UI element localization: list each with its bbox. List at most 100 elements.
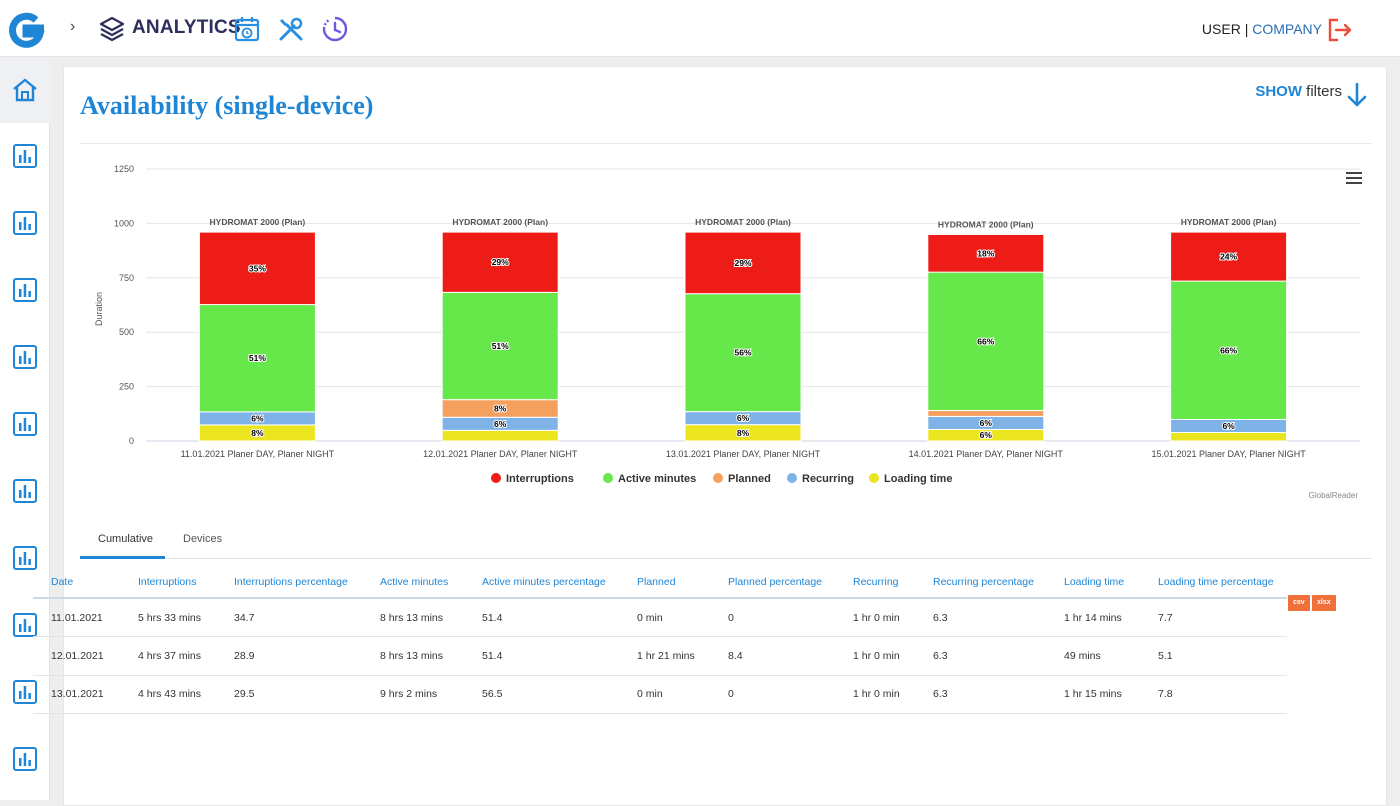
- layers-icon: [99, 16, 125, 42]
- chart-legend[interactable]: Interruptions Active minutes Planned Recurr…: [491, 473, 952, 485]
- bar-segment[interactable]: [441, 231, 559, 293]
- legend-item[interactable]: Loading time: [884, 473, 952, 485]
- bar-segment[interactable]: [684, 293, 802, 413]
- legend-marker[interactable]: [713, 473, 723, 483]
- export-csv-button[interactable]: csv: [1288, 595, 1310, 611]
- logout-icon[interactable]: [1326, 16, 1354, 44]
- history-clock-icon[interactable]: [320, 14, 350, 44]
- sidebar-item-report-7[interactable]: [0, 525, 50, 591]
- sidebar-item-home[interactable]: [0, 57, 50, 123]
- bar-segment[interactable]: [441, 429, 559, 442]
- data-label: 6%: [980, 418, 993, 428]
- legend-item[interactable]: Interruptions: [506, 473, 574, 485]
- chart-menu-icon[interactable]: [1346, 171, 1364, 185]
- data-label: 6%: [494, 419, 507, 429]
- user-name[interactable]: USER: [1201, 21, 1241, 37]
- table-cell: 4 hrs 43 mins: [120, 675, 216, 714]
- legend-item[interactable]: Recurring: [802, 473, 854, 485]
- company-logo-icon[interactable]: [4, 10, 46, 50]
- y-axis-label: Duration: [94, 292, 104, 326]
- table-cell: 9 hrs 2 mins: [362, 675, 464, 714]
- table-cell: 1 hr 21 mins: [619, 636, 710, 676]
- legend-marker[interactable]: [787, 473, 797, 483]
- legend-marker[interactable]: [869, 473, 879, 483]
- data-label: 8%: [494, 403, 507, 413]
- bar-segment[interactable]: [198, 231, 316, 306]
- table-cell: 8 hrs 13 mins: [362, 598, 464, 637]
- column-header[interactable]: Planned: [619, 566, 710, 599]
- sidebar-item-report-4[interactable]: [0, 324, 50, 390]
- bar-segment[interactable]: [441, 291, 559, 401]
- legend-marker[interactable]: [603, 473, 613, 483]
- table-cell: 5 hrs 33 mins: [120, 598, 216, 637]
- bar-segment[interactable]: [1170, 231, 1288, 282]
- company-name[interactable]: COMPANY: [1252, 21, 1322, 37]
- user-company-label[interactable]: USER | COMPANY: [1202, 21, 1322, 37]
- chart-bars: 8% 6% 51% 35% HYDROMAT 2000 (Plan) 6% 8% 51% 29%…: [198, 217, 1288, 442]
- stack-label: HYDROMAT 2000 (Plan): [695, 217, 791, 227]
- data-label: 8%: [737, 428, 750, 438]
- table-cell: 6.3: [915, 675, 1046, 714]
- table-cell: 7.7: [1140, 598, 1287, 637]
- sidebar-item-report-5[interactable]: [0, 391, 50, 457]
- arrow-down-icon[interactable]: [1346, 81, 1368, 109]
- chart-credit[interactable]: GlobalReader: [1308, 491, 1358, 500]
- column-header[interactable]: Planned percentage: [710, 566, 835, 599]
- section-title[interactable]: ANALYTICS: [132, 17, 241, 38]
- data-label: 24%: [1220, 252, 1237, 262]
- table-row[interactable]: 13.01.2021 4 hrs 43 mins 29.5 9 hrs 2 mins 5…: [33, 675, 1287, 714]
- column-header[interactable]: Interruptions: [120, 566, 216, 599]
- legend-item[interactable]: Active minutes: [618, 473, 696, 485]
- legend-item[interactable]: Planned: [728, 473, 771, 485]
- page-title: Availability (single-device): [80, 91, 374, 120]
- table-cell: 8.4: [710, 636, 835, 676]
- legend-marker[interactable]: [491, 473, 501, 483]
- tools-icon[interactable]: [276, 14, 306, 44]
- y-tick-label: 750: [119, 273, 134, 283]
- calendar-clock-icon[interactable]: [233, 14, 263, 44]
- column-header[interactable]: Interruptions percentage: [216, 566, 362, 599]
- data-label: 51%: [492, 341, 509, 351]
- bar-segment[interactable]: [684, 231, 802, 295]
- title-divider: [80, 143, 1372, 144]
- table-cell: 6.3: [915, 598, 1046, 637]
- stack-label: HYDROMAT 2000 (Plan): [938, 219, 1034, 229]
- active-tab-indicator: [80, 556, 165, 559]
- table-row[interactable]: 11.01.2021 5 hrs 33 mins 34.7 8 hrs 13 mins…: [33, 598, 1287, 637]
- show-filters-button[interactable]: SHOW filters: [1255, 83, 1342, 100]
- column-header[interactable]: Date: [33, 566, 120, 599]
- bar-chart-icon: [13, 546, 37, 570]
- filters-label[interactable]: filters: [1306, 83, 1342, 100]
- x-tick-label: 15.01.2021 Planer DAY, Planer NIGHT: [1151, 449, 1306, 459]
- column-header[interactable]: Recurring: [835, 566, 915, 599]
- column-header[interactable]: Loading time percentage: [1140, 566, 1287, 599]
- bar-chart-icon: [13, 345, 37, 369]
- table-cell: 34.7: [216, 598, 362, 637]
- tab-devices[interactable]: Devices: [183, 533, 223, 545]
- column-header[interactable]: Loading time: [1046, 566, 1140, 599]
- sidebar-item-report-10[interactable]: [0, 726, 50, 792]
- x-tick-label: 11.01.2021 Planer DAY, Planer NIGHT: [181, 449, 335, 459]
- column-header[interactable]: Active minutes percentage: [464, 566, 619, 599]
- sidebar-item-report-2[interactable]: [0, 190, 50, 256]
- tab-cumulative[interactable]: Cumulative: [98, 533, 154, 545]
- bar-segment[interactable]: [927, 271, 1045, 412]
- y-tick-label: 0: [129, 436, 134, 446]
- bar-chart-icon: [13, 211, 37, 235]
- bar-segment[interactable]: [198, 304, 316, 413]
- show-label[interactable]: SHOW: [1255, 83, 1302, 100]
- sidebar-item-report-3[interactable]: [0, 257, 50, 323]
- bar-chart-icon: [13, 479, 37, 503]
- bar-segment[interactable]: [1170, 432, 1288, 442]
- bar-segment[interactable]: [927, 410, 1045, 417]
- column-header[interactable]: Active minutes: [362, 566, 464, 599]
- top-bar: › ANALYTICS USER | COMPANY: [0, 0, 1400, 57]
- bar-segment[interactable]: [1170, 280, 1288, 420]
- sidebar-item-report-1[interactable]: [0, 123, 50, 189]
- export-xlsx-button[interactable]: xlsx: [1312, 595, 1336, 611]
- table-row[interactable]: 12.01.2021 4 hrs 37 mins 28.9 8 hrs 13 mins…: [33, 636, 1287, 676]
- table-cell: 51.4: [464, 598, 619, 637]
- bar-segment[interactable]: [927, 233, 1045, 273]
- sidebar-item-report-6[interactable]: [0, 458, 50, 524]
- column-header[interactable]: Recurring percentage: [915, 566, 1046, 599]
